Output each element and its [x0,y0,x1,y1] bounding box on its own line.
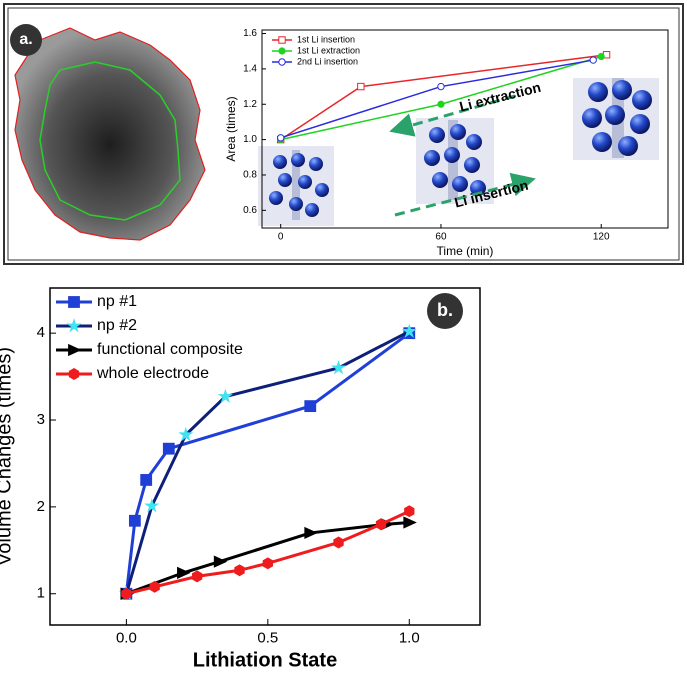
x-tick-label: 0.5 [257,629,278,646]
legend-marker [68,296,80,308]
x-tick-label: 0 [278,232,284,243]
marker [333,536,344,549]
legend-marker [66,318,82,333]
x-tick-label: 60 [435,232,447,243]
legend-label: functional composite [97,341,243,358]
legend-marker [278,58,286,66]
marker [589,56,597,64]
legend-marker [278,36,286,44]
marker [191,570,203,583]
panel-badge [427,293,463,329]
particle-outline [39,61,181,221]
marker [404,505,415,518]
marker [234,564,245,577]
y-tick-label: 0.8 [243,170,257,181]
legend-label: np #1 [97,293,137,310]
marker [213,555,228,568]
marker [597,52,605,61]
marker [262,557,273,570]
series-line [126,509,410,596]
marker [375,518,387,531]
cluster-inset [416,118,494,204]
x-tick-label: 120 [593,232,610,243]
y-tick-label: 4 [37,324,45,341]
marker [128,514,141,527]
marker [401,323,417,338]
legend-marker [68,343,82,357]
cluster-inset [573,78,659,160]
series-line [124,331,411,594]
marker [276,134,285,142]
marker [149,580,160,593]
legend-label: 1st Li extraction [297,45,360,55]
marker [437,82,445,91]
marker [178,426,194,442]
legend-label: 2nd Li insertion [297,56,358,66]
y-tick-label: 0.6 [243,205,257,216]
y-tick-label: 1.4 [243,64,257,75]
plot-frame [49,287,481,626]
cluster-inset [258,146,334,226]
marker [121,587,132,600]
marker [357,82,365,91]
y-axis-label: Area (times) [224,96,238,161]
legend-marker [68,368,80,380]
panel-frame-inner [7,7,680,261]
plot-background [50,288,480,625]
panel-label: b. [437,300,453,320]
particle-image [14,27,206,241]
y-tick-label: 1 [37,585,45,602]
legend-label: whole electrode [96,365,209,382]
marker [331,359,347,375]
legend-label: np #2 [97,317,137,334]
y-tick-label: 3 [37,411,45,428]
panel-label: a. [19,31,32,48]
y-tick-label: 1.0 [243,134,257,145]
y-tick-label: 1.6 [243,28,257,39]
marker [403,516,417,529]
marker [144,498,160,513]
marker [217,388,233,403]
x-axis-label: Time (min) [437,244,494,258]
x-tick-label: 0.0 [116,629,137,646]
panel-badge [10,24,42,56]
legend-marker [278,47,286,55]
extraction-arrow [389,94,516,137]
x-axis-label: Lithiation State [193,649,337,671]
marker [162,442,175,455]
marker [304,400,317,413]
y-tick-label: 2 [37,498,45,515]
y-axis-label: Volume Changes (times) [0,347,15,566]
plot-frame [261,29,669,229]
legend-label: 1st Li insertion [297,34,355,44]
insertion-arrow [394,172,536,217]
marker [177,566,191,580]
series-line [124,330,410,595]
marker [140,474,153,486]
marker [304,526,318,540]
marker [437,100,445,108]
x-tick-label: 1.0 [399,629,420,646]
y-tick-label: 1.2 [243,99,257,110]
